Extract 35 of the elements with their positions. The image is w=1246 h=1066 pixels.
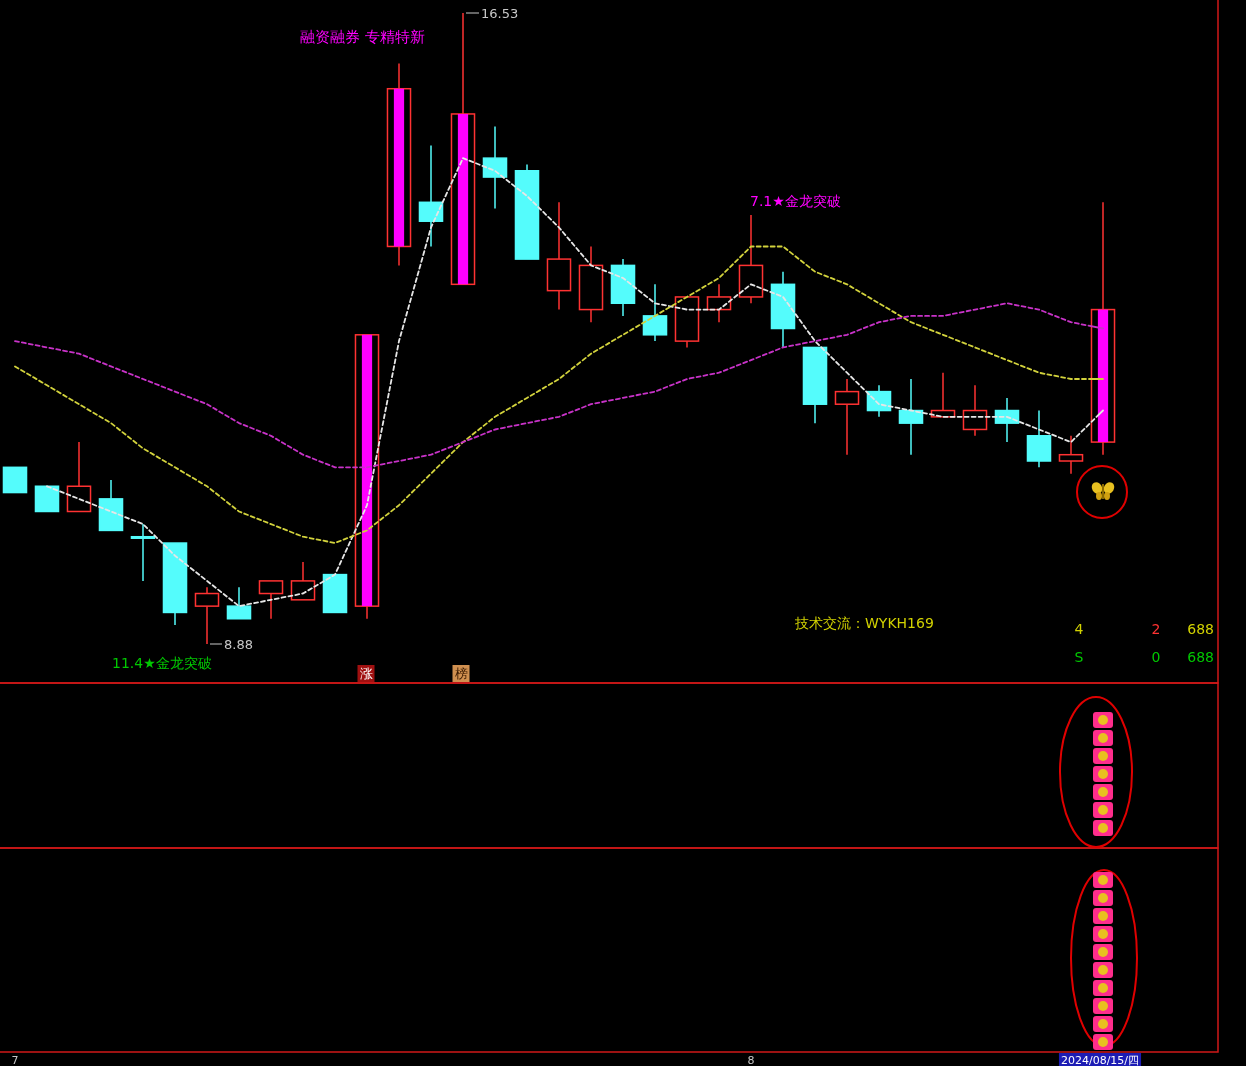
candlestick (706, 283, 732, 323)
candlestick (834, 378, 860, 456)
candlestick (738, 214, 764, 305)
annotation: 8.88 (209, 637, 253, 652)
candlestick (482, 125, 508, 210)
annotation: 688 (1187, 649, 1214, 665)
candlestick (898, 378, 924, 456)
candlestick (642, 283, 668, 342)
candlestick (194, 586, 220, 645)
candlestick (962, 384, 988, 437)
annotation: 0 (1151, 649, 1161, 665)
candlestick (578, 245, 604, 323)
annotation: 2 (1151, 621, 1161, 637)
annotation: 技术交流：WYKH169 (795, 615, 934, 631)
x-tick-label: 8 (747, 1054, 755, 1066)
x-tick-label: 7 (11, 1054, 19, 1066)
annotation: 16.53 (481, 6, 519, 21)
candlestick (770, 270, 796, 349)
annotation: 16.53 (465, 6, 519, 21)
candlestick (546, 201, 572, 311)
annotation: 融资融券 专精特新 (300, 28, 425, 46)
candlestick (610, 258, 636, 317)
annotation: 2024/08/15/四 (1058, 1053, 1142, 1066)
annotation: 11.4★金龙突破 (112, 655, 212, 671)
candlestick (130, 523, 156, 582)
annotation: 8.88 (224, 637, 253, 652)
candlestick (386, 62, 412, 267)
annotation: 4 (1074, 621, 1084, 637)
annotation: 688 (1187, 621, 1214, 637)
candlestick (1026, 409, 1052, 469)
candlestick (418, 144, 444, 248)
candlestick (1058, 435, 1084, 475)
annotation: 7.1★金龙突破 (750, 193, 841, 209)
candlestick (1090, 201, 1116, 456)
annotation: S (1074, 649, 1084, 665)
